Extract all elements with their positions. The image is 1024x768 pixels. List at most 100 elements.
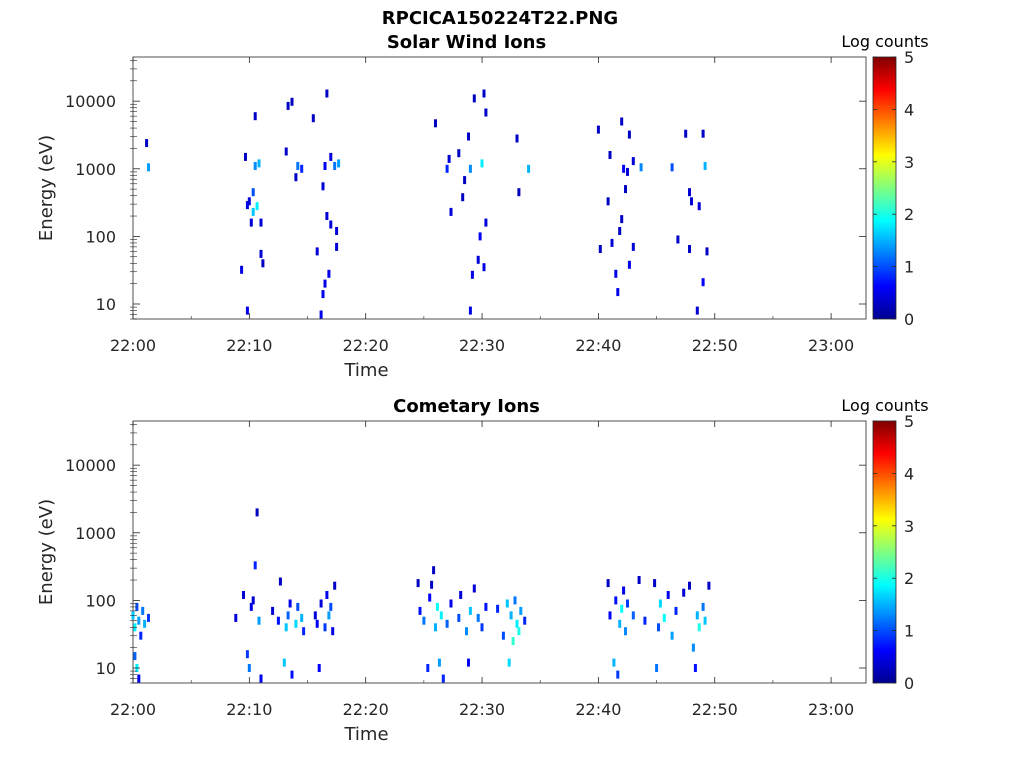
heatmap-cell (637, 576, 641, 584)
heatmap-cell (484, 218, 488, 227)
heatmap-cell (257, 616, 261, 625)
heatmap-cell (707, 581, 711, 590)
heatmap-cell (321, 182, 325, 191)
heatmap-cell (294, 173, 298, 182)
heatmap-cell (249, 218, 253, 227)
heatmap-cell (323, 279, 327, 288)
heatmap-cell (614, 596, 618, 605)
heatmap-cell (478, 232, 482, 241)
heatmap-cell (321, 290, 325, 299)
heatmap-cell (288, 599, 292, 608)
heatmap-cell (445, 164, 449, 173)
x-tick-label: 22:50 (692, 336, 738, 355)
heatmap-cell (319, 310, 323, 319)
heatmap-cell (676, 235, 680, 244)
heatmap-cell (418, 606, 422, 615)
heatmap-cell (631, 157, 635, 166)
y-axis-label: Energy (eV) (36, 135, 57, 241)
heatmap-cell (296, 602, 300, 611)
heatmap-cell (426, 664, 430, 672)
heatmap-cell (245, 306, 249, 315)
heatmap-cell (480, 623, 484, 632)
heatmap-cells (145, 89, 709, 319)
heatmap-cell (467, 658, 470, 667)
heatmap-cell (315, 619, 319, 628)
heatmap-cell (141, 606, 145, 615)
heatmap-cell (616, 288, 620, 297)
heatmap-cell (428, 593, 432, 602)
heatmap-cell (631, 611, 635, 620)
heatmap-cell (657, 623, 660, 632)
heatmap-cell (325, 89, 329, 98)
x-tick-label: 23:00 (808, 336, 854, 355)
x-tick-label: 22:10 (226, 700, 272, 719)
heatmap-cell (133, 652, 137, 661)
heatmap-cell (317, 664, 321, 672)
heatmap-cell (476, 613, 480, 622)
heatmap-cell (695, 611, 699, 620)
heatmap-cell (435, 602, 439, 611)
heatmap-cell (434, 119, 437, 128)
heatmap-cell (245, 650, 249, 659)
heatmap-cell (337, 159, 341, 168)
heatmap-cell (251, 596, 255, 605)
heatmap-cell (618, 227, 622, 235)
heatmap-cell (459, 591, 463, 599)
heatmap-cell (422, 616, 426, 625)
heatmap-cell (244, 152, 247, 161)
heatmap-cell (278, 577, 282, 586)
x-tick-label: 22:40 (575, 700, 621, 719)
heatmap-cell (620, 215, 624, 224)
heatmap-cell (261, 259, 265, 268)
x-axis-label: Time (343, 724, 388, 745)
heatmap-cell (515, 134, 519, 143)
x-tick-label: 22:00 (110, 700, 156, 719)
colorbar-tick-label: 4 (904, 100, 914, 119)
heatmap-cell (517, 188, 521, 197)
heatmap-cell (147, 613, 150, 622)
heatmap-cell (145, 139, 149, 148)
heatmap-cell (701, 129, 705, 138)
heatmap-cell (457, 149, 461, 158)
colorbar-tick-label: 1 (904, 622, 914, 641)
heatmap-cell (697, 623, 701, 632)
heatmap-cell (333, 162, 337, 170)
heatmap-cell (688, 245, 691, 253)
heatmap-cell (335, 227, 339, 235)
heatmap-cell (329, 602, 333, 611)
heatmap-cell (323, 623, 327, 632)
colorbar-tick-label: 3 (904, 517, 914, 536)
heatmap-cell (515, 619, 519, 628)
heatmap-cell (253, 561, 257, 570)
heatmap-cell (482, 89, 486, 98)
heatmap-cell (472, 584, 476, 593)
heatmap-cell (620, 604, 624, 613)
heatmap-cell (319, 599, 323, 608)
heatmap-cell (705, 247, 709, 256)
heatmap-cell (626, 599, 629, 608)
heatmap-cell (703, 616, 707, 625)
heatmap-cell (695, 306, 699, 315)
heatmap-cell (445, 619, 449, 628)
heatmap-cell (674, 606, 678, 615)
heatmap-cell (286, 611, 290, 620)
colorbar-gradient (872, 420, 897, 684)
colorbar-tick-label: 2 (904, 205, 914, 224)
heatmap-cell (430, 580, 434, 589)
heatmap-cell (335, 242, 339, 251)
heatmap-cell (484, 108, 488, 117)
heatmap-cell (703, 162, 707, 170)
heatmap-cell (505, 599, 509, 608)
panel-title: Solar Wind Ions (387, 32, 546, 53)
x-tick-label: 22:50 (692, 700, 738, 719)
heatmap-cell (329, 152, 333, 161)
y-tick-label: 10 (96, 295, 116, 314)
heatmap-cell (484, 602, 488, 611)
colorbar-label: Log counts (841, 32, 928, 51)
heatmap-cell (519, 606, 523, 615)
heatmap-cell (245, 201, 249, 210)
heatmap-cell (259, 249, 263, 258)
heatmap-cell (327, 611, 331, 620)
heatmap-cell (147, 163, 150, 172)
heatmap-cell (296, 162, 300, 170)
